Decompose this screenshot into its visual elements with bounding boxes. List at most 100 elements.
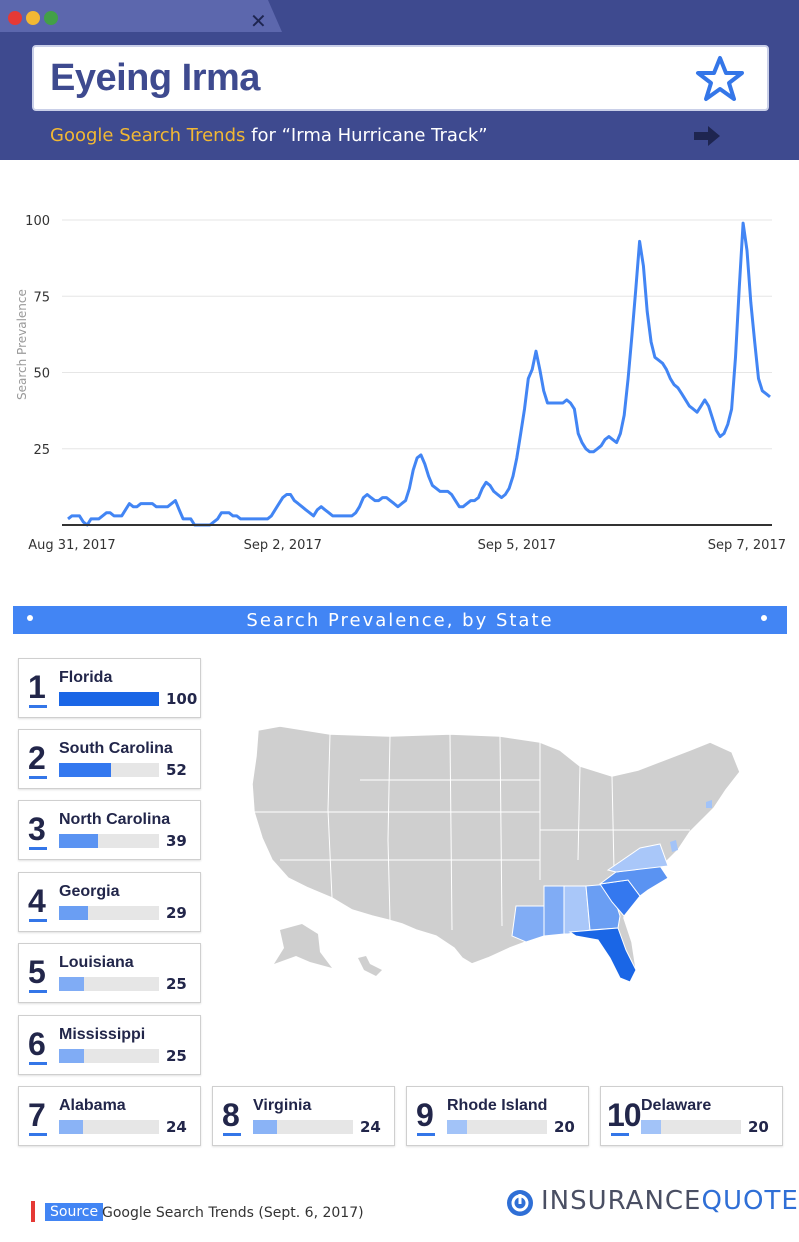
trend-series-line bbox=[67, 221, 771, 527]
rank-underline bbox=[29, 1062, 47, 1065]
prevalence-bar-fill bbox=[59, 763, 111, 777]
search-trend-chart: 25 50 75 100 Aug 31, 2017 Sep 2, 2017 Sep 5, … bbox=[15, 214, 786, 553]
y-tick-label: 75 bbox=[33, 290, 50, 305]
prevalence-value: 52 bbox=[166, 761, 187, 779]
state-name: Alabama bbox=[59, 1097, 126, 1114]
y-axis-label: Search Prevalence bbox=[15, 289, 29, 400]
state-alabama bbox=[563, 885, 591, 935]
prevalence-bar-fill bbox=[59, 834, 98, 848]
prevalence-value: 29 bbox=[166, 904, 187, 922]
state-rank: 8 bbox=[222, 1097, 240, 1133]
prevalence-bar-track bbox=[59, 977, 159, 991]
state-rank: 9 bbox=[416, 1097, 434, 1133]
prevalence-bar-fill bbox=[253, 1120, 277, 1134]
hawaii-shape bbox=[358, 956, 382, 976]
state-name: Delaware bbox=[641, 1097, 712, 1114]
rank-underline bbox=[611, 1133, 629, 1136]
rank-underline bbox=[29, 705, 47, 708]
state-name: Rhode Island bbox=[447, 1097, 548, 1114]
window-topbar: ✕ bbox=[0, 0, 799, 32]
state-rhode-island bbox=[706, 800, 712, 808]
prevalence-value: 20 bbox=[748, 1118, 769, 1136]
state-name: North Carolina bbox=[59, 811, 171, 828]
state-name: Mississippi bbox=[59, 1026, 146, 1043]
prevalence-bar-fill bbox=[59, 1120, 83, 1134]
highlighted-states bbox=[511, 800, 712, 983]
logo-icon bbox=[507, 1190, 533, 1216]
prevalence-bar-track bbox=[447, 1120, 547, 1134]
rank-underline bbox=[29, 776, 47, 779]
rank-underline bbox=[29, 919, 47, 922]
subtitle-highlight: Google Search Trends bbox=[50, 125, 246, 146]
state-name: South Carolina bbox=[59, 740, 173, 757]
state-card-mississippi: 6 Mississippi 25 bbox=[18, 1015, 201, 1075]
rank-underline bbox=[223, 1133, 241, 1136]
state-rank: 3 bbox=[28, 811, 46, 847]
us-mainland-shape bbox=[251, 725, 741, 983]
rank-underline bbox=[29, 1133, 47, 1136]
prevalence-bar-track bbox=[59, 1120, 159, 1134]
y-tick-label: 100 bbox=[25, 214, 50, 229]
window-close-dot[interactable] bbox=[8, 11, 22, 25]
x-axis-ticks: Aug 31, 2017 Sep 2, 2017 Sep 5, 2017 Sep 7,… bbox=[28, 538, 786, 553]
prevalence-bar-fill bbox=[59, 977, 84, 991]
prevalence-bar-fill bbox=[59, 1049, 84, 1063]
state-card-louisiana: 5 Louisiana 25 bbox=[18, 943, 201, 1003]
state-name: Virginia bbox=[253, 1097, 312, 1114]
page-subtitle: Google Search Trends for “Irma Hurricane… bbox=[50, 125, 488, 146]
star-icon[interactable] bbox=[695, 55, 745, 103]
state-card-alabama: 7 Alabama 24 bbox=[18, 1086, 201, 1146]
y-tick-label: 25 bbox=[33, 443, 50, 458]
state-rank: 1 bbox=[28, 669, 46, 705]
state-florida bbox=[568, 927, 637, 983]
source-marker bbox=[31, 1201, 35, 1222]
state-rank: 7 bbox=[28, 1097, 46, 1133]
state-card-florida: 1 Florida 100 bbox=[18, 658, 201, 718]
rank-underline bbox=[29, 990, 47, 993]
prevalence-value: 39 bbox=[166, 832, 187, 850]
prevalence-bar-track bbox=[59, 763, 159, 777]
state-card-south-carolina: 2 South Carolina 52 bbox=[18, 729, 201, 789]
state-card-georgia: 4 Georgia 29 bbox=[18, 872, 201, 932]
arrow-right-icon[interactable] bbox=[692, 124, 722, 148]
state-card-north-carolina: 3 North Carolina 39 bbox=[18, 800, 201, 860]
prevalence-bar-track bbox=[59, 1049, 159, 1063]
x-tick-label: Sep 7, 2017 bbox=[708, 538, 786, 553]
state-name: Florida bbox=[59, 669, 113, 686]
state-card-virginia: 8 Virginia 24 bbox=[212, 1086, 395, 1146]
prevalence-value: 25 bbox=[166, 975, 187, 993]
state-delaware bbox=[670, 840, 678, 852]
prevalence-value: 100 bbox=[166, 690, 198, 708]
prevalence-bar-fill bbox=[59, 906, 88, 920]
close-icon[interactable]: ✕ bbox=[250, 11, 267, 33]
state-rank: 10 bbox=[607, 1097, 642, 1133]
state-borders bbox=[254, 733, 690, 931]
y-tick-label: 50 bbox=[33, 367, 50, 382]
prevalence-bar-track bbox=[59, 692, 159, 706]
state-virginia bbox=[606, 843, 669, 873]
bullet-left-icon bbox=[27, 615, 33, 621]
rank-underline bbox=[29, 847, 47, 850]
insurancequotes-logo[interactable]: INSURANCEQUOTES bbox=[505, 1186, 799, 1220]
x-tick-label: Aug 31, 2017 bbox=[28, 538, 115, 553]
prevalence-value: 24 bbox=[360, 1118, 381, 1136]
us-state-map bbox=[251, 725, 741, 983]
prevalence-bar-fill bbox=[59, 692, 159, 706]
source-tag: Source bbox=[45, 1203, 104, 1221]
state-section-title: Search Prevalence, by State bbox=[246, 610, 554, 631]
x-tick-label: Sep 2, 2017 bbox=[244, 538, 322, 553]
logo-text-right: QUOTES bbox=[701, 1186, 799, 1216]
window-maximize-dot[interactable] bbox=[44, 11, 58, 25]
title-bar: Eyeing Irma bbox=[32, 45, 769, 111]
window-minimize-dot[interactable] bbox=[26, 11, 40, 25]
state-rank: 5 bbox=[28, 954, 46, 990]
bullet-right-icon bbox=[761, 615, 767, 621]
prevalence-bar-track bbox=[59, 834, 159, 848]
prevalence-bar-fill bbox=[641, 1120, 661, 1134]
y-axis-ticks: 25 50 75 100 bbox=[25, 214, 50, 458]
state-section-header: Search Prevalence, by State bbox=[13, 606, 787, 634]
state-name: Georgia bbox=[59, 883, 120, 900]
state-rank: 2 bbox=[28, 740, 46, 776]
state-rank: 4 bbox=[28, 883, 46, 919]
prevalence-value: 24 bbox=[166, 1118, 187, 1136]
